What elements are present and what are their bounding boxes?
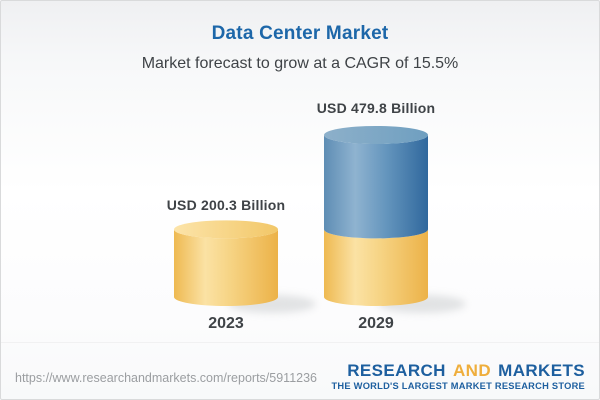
logo-tagline: THE WORLD'S LARGEST MARKET RESEARCH STOR…	[331, 380, 585, 391]
cylinder-segment-blue-2029	[324, 135, 428, 239]
cylinder-segment-gold-2029	[324, 229, 428, 306]
year-label-2023: 2023	[208, 315, 244, 332]
value-label-2029: USD 479.8 Billion	[316, 100, 436, 116]
report-url-text: https://www.researchandmarkets.com/repor…	[15, 371, 317, 385]
logo-word-research: RESEARCH	[347, 360, 446, 380]
value-label-2023: USD 200.3 Billion	[166, 197, 286, 213]
cylinder-segment-gold-2023	[174, 229, 278, 306]
logo-word-and: AND	[452, 360, 492, 380]
research-and-markets-logo: RESEARCH AND MARKETS THE WORLD'S LARGEST…	[332, 362, 586, 391]
chart-title: Data Center Market	[211, 23, 389, 44]
cylinder-top-2029	[324, 126, 428, 144]
footer: https://www.researchandmarkets.com/repor…	[1, 342, 599, 399]
logo-word-markets: MARKETS	[498, 360, 585, 380]
cylinder-top-2023	[174, 220, 278, 239]
logo-wordmark: RESEARCH AND MARKETS	[332, 362, 586, 379]
chart-subtitle: Market forecast to grow at a CAGR of 15.…	[141, 55, 459, 72]
chart-header: Data Center Market Market forecast to gr…	[1, 1, 599, 73]
year-label-2029: 2029	[358, 315, 394, 332]
